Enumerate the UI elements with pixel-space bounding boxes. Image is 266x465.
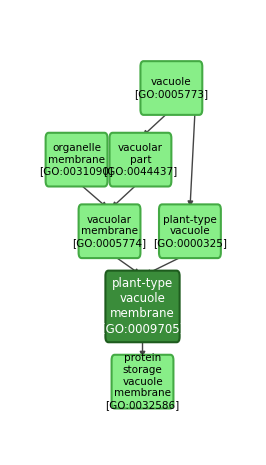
- FancyBboxPatch shape: [79, 205, 140, 258]
- FancyBboxPatch shape: [110, 133, 171, 186]
- Text: vacuolar
part
[GO:0044437]: vacuolar part [GO:0044437]: [103, 143, 178, 176]
- FancyBboxPatch shape: [112, 355, 173, 408]
- Text: plant-type
vacuole
[GO:0000325]: plant-type vacuole [GO:0000325]: [153, 215, 227, 248]
- Text: vacuole
[GO:0005773]: vacuole [GO:0005773]: [134, 77, 209, 99]
- Text: plant-type
vacuole
membrane
[GO:0009705]: plant-type vacuole membrane [GO:0009705]: [101, 278, 184, 335]
- FancyBboxPatch shape: [140, 61, 202, 115]
- FancyBboxPatch shape: [105, 271, 180, 342]
- Text: organelle
membrane
[GO:0031090]: organelle membrane [GO:0031090]: [40, 143, 114, 176]
- FancyBboxPatch shape: [46, 133, 107, 186]
- Text: protein
storage
vacuole
membrane
[GO:0032586]: protein storage vacuole membrane [GO:003…: [105, 353, 180, 410]
- FancyBboxPatch shape: [159, 205, 221, 258]
- Text: vacuolar
membrane
[GO:0005774]: vacuolar membrane [GO:0005774]: [72, 215, 147, 248]
